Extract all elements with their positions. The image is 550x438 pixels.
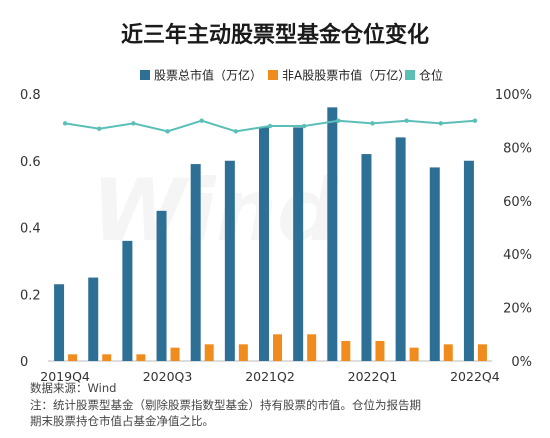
- x-tick-label: 2022Q4: [450, 369, 500, 384]
- position-point: [199, 118, 204, 123]
- bar-stock-market-value: [429, 167, 440, 361]
- bar-stock-market-value: [259, 127, 269, 361]
- legend-swatch: [405, 70, 415, 80]
- x-tick-label: 2020Q3: [143, 369, 193, 384]
- chart-title: 近三年主动股票型基金仓位变化: [121, 22, 429, 48]
- position-point: [370, 121, 375, 126]
- position-point: [131, 121, 136, 126]
- y-right-tick-label: 0%: [511, 355, 532, 370]
- y-right-tick-label: 40%: [503, 248, 532, 263]
- bar-non-a-share-value: [170, 347, 180, 361]
- y-left-tick-label: 0.2: [20, 288, 41, 303]
- legend-label: 非A股股票市值（万亿）: [282, 68, 410, 83]
- bar-non-a-share-value: [375, 340, 385, 361]
- bar-non-a-share-value: [307, 334, 317, 361]
- bar-non-a-share-value: [273, 334, 282, 361]
- bar-non-a-share-value: [409, 347, 419, 361]
- y-right-tick-label: 20%: [503, 302, 532, 317]
- y-left-tick-label: 0.6: [20, 155, 41, 170]
- x-tick-label: 2019Q4: [40, 369, 90, 384]
- y-left-tick-label: 0.4: [20, 222, 41, 237]
- position-point: [472, 118, 478, 123]
- bar-stock-market-value: [361, 154, 372, 361]
- y-axis-left: 0 0.2 0.4 0.6 0.8: [20, 88, 41, 370]
- bar-non-a-share-value: [443, 344, 453, 361]
- position-point: [404, 118, 409, 123]
- source-note: 数据来源：Wind: [30, 381, 116, 395]
- x-tick-label: 2022Q1: [348, 369, 398, 384]
- y-left-tick-label: 0.8: [20, 88, 41, 103]
- bar-non-a-share-value: [204, 344, 214, 361]
- position-point: [165, 129, 170, 134]
- position-point: [62, 121, 68, 126]
- bars: [54, 107, 487, 361]
- legend-swatch: [268, 70, 278, 80]
- bar-non-a-share-value: [238, 344, 248, 361]
- y-right-tick-label: 60%: [503, 195, 532, 210]
- bar-stock-market-value: [224, 160, 235, 361]
- bar-stock-market-value: [88, 277, 99, 361]
- y-right-tick-label: 100%: [495, 88, 532, 103]
- bar-non-a-share-value: [68, 354, 78, 361]
- x-tick-label: 2021Q2: [245, 369, 295, 384]
- bar-stock-market-value: [327, 107, 338, 361]
- y-left-tick-label: 0: [20, 355, 28, 370]
- position-point: [336, 118, 341, 123]
- bar-stock-market-value: [293, 127, 304, 361]
- x-axis: 2019Q4 2020Q3 2021Q2 2022Q1 2022Q4: [40, 369, 499, 384]
- legend-label: 股票总市值（万亿）: [154, 68, 262, 83]
- position-point: [438, 121, 443, 126]
- bar-stock-market-value: [190, 164, 201, 361]
- position-line: [62, 118, 478, 134]
- footnote-line-1: 注：统计股票型基金（剔除股票指数型基金）持有股票的市值。仓位为报告期: [30, 398, 421, 412]
- position-point: [233, 129, 239, 134]
- bar-stock-market-value: [463, 160, 474, 361]
- bar-stock-market-value: [156, 210, 167, 361]
- legend-label: 仓位: [419, 68, 443, 83]
- bar-stock-market-value: [54, 284, 65, 361]
- footnote-line-2: 期末股票持仓市值占基金净值之比。: [30, 414, 214, 428]
- bar-non-a-share-value: [102, 354, 112, 361]
- bar-non-a-share-value: [136, 354, 146, 361]
- bar-stock-market-value: [395, 137, 406, 361]
- bar-stock-market-value: [122, 240, 133, 361]
- bar-non-a-share-value: [341, 340, 351, 361]
- position-point: [97, 126, 102, 131]
- bar-non-a-share-value: [477, 344, 487, 361]
- position-point: [301, 123, 307, 129]
- legend-swatch: [140, 70, 150, 80]
- position-point: [267, 123, 273, 129]
- y-right-tick-label: 80%: [503, 141, 532, 156]
- legend: 股票总市值（万亿） 非A股股票市值（万亿） 仓位: [140, 68, 443, 83]
- y-axis-right: 0% 20% 40% 60% 80% 100%: [495, 88, 532, 370]
